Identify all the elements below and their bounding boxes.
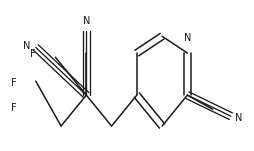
Text: N: N <box>83 16 90 26</box>
Text: N: N <box>184 33 191 43</box>
Text: N: N <box>23 41 30 51</box>
Text: F: F <box>10 103 16 113</box>
Text: F: F <box>10 77 16 88</box>
Text: N: N <box>235 113 242 123</box>
Text: F: F <box>30 49 36 59</box>
